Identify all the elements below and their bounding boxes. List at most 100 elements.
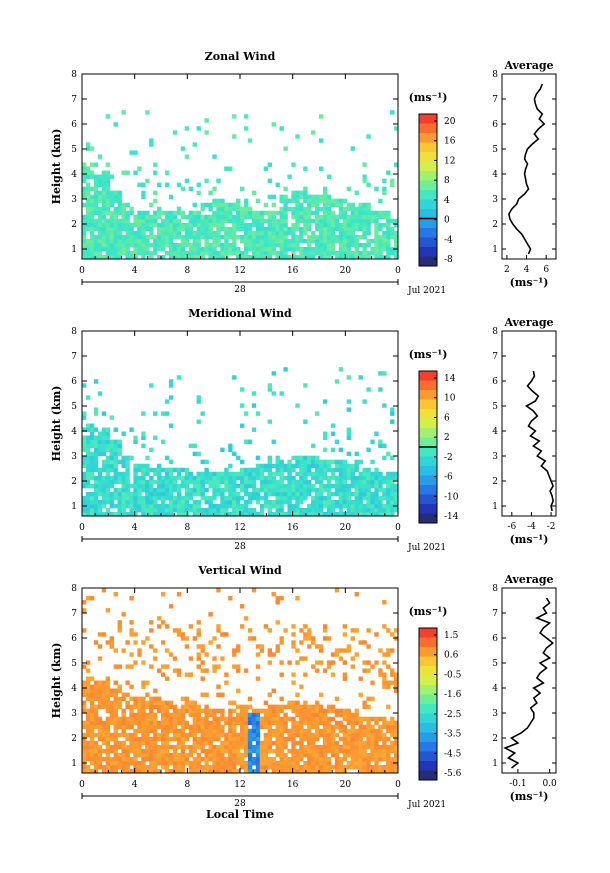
heatmap-cell	[101, 700, 107, 706]
heatmap-cell	[200, 459, 205, 465]
heatmap-cell	[200, 724, 205, 730]
heatmap-cell	[390, 182, 395, 188]
heatmap-cell	[362, 728, 367, 734]
heatmap-cell	[105, 760, 111, 766]
heatmap-cell	[149, 736, 154, 742]
colorbar: (ms⁻¹)1.50.6-0.5-1.6-2.5-3.5-4.5-5.6	[409, 605, 462, 781]
heatmap-cell	[85, 218, 91, 224]
heatmap-cell	[350, 250, 355, 256]
heatmap-cell	[394, 628, 399, 633]
heatmap-cell	[113, 222, 118, 228]
heatmap-cell	[315, 764, 320, 770]
heatmap-cell	[196, 712, 201, 718]
heatmap-cell	[113, 475, 118, 481]
heatmap-cell	[330, 230, 336, 236]
heatmap-cell	[176, 744, 182, 750]
heatmap-cell	[82, 768, 87, 774]
heatmap-cell	[101, 170, 107, 175]
heatmap-cell	[247, 768, 253, 774]
heatmap-cell	[101, 182, 107, 188]
heatmap-cell	[322, 202, 328, 208]
heatmap-cell	[251, 391, 257, 396]
colorbar-tick-label: -4.5	[444, 749, 462, 759]
heatmap-cell	[184, 126, 190, 131]
heatmap-cell	[85, 242, 91, 248]
heatmap-cell	[109, 447, 114, 453]
heatmap-cell	[299, 246, 304, 252]
heatmap-cell	[153, 503, 158, 509]
heatmap-cell	[129, 664, 134, 669]
heatmap-cell	[342, 234, 348, 240]
heatmap-cell	[184, 471, 190, 477]
heatmap-cell	[334, 463, 340, 469]
heatmap-cell	[208, 720, 213, 726]
heatmap-cell	[236, 756, 241, 762]
heatmap-cell	[141, 724, 146, 730]
heatmap-cell	[149, 242, 154, 248]
heatmap-cell	[157, 471, 162, 477]
heatmap-cell	[172, 467, 178, 473]
heatmap-cell	[164, 768, 170, 774]
heatmap-cell	[125, 495, 130, 501]
heatmap-cell	[200, 764, 205, 770]
heatmap-cell	[271, 218, 276, 224]
heatmap-cell	[354, 716, 359, 722]
heatmap-cell	[319, 660, 324, 665]
heatmap-cell	[236, 688, 241, 693]
heatmap-cell	[82, 222, 87, 228]
heatmap-cell	[117, 234, 122, 240]
heatmap-cell	[149, 664, 154, 669]
heatmap-cell	[334, 720, 340, 726]
heatmap-cell	[366, 387, 371, 392]
heatmap-cell	[322, 483, 328, 489]
profile-y-tick-label: 5	[492, 145, 498, 155]
heatmap-cell	[168, 507, 174, 513]
heatmap-cell	[326, 740, 332, 746]
heatmap-cell	[362, 704, 367, 710]
heatmap-cell	[287, 254, 292, 260]
heatmap-cell	[295, 708, 300, 714]
heatmap-cell	[168, 511, 174, 517]
heatmap-cell	[251, 483, 257, 489]
heatmap-cell	[334, 487, 340, 493]
heatmap-cell	[228, 716, 233, 722]
heatmap-cell	[89, 744, 95, 750]
heatmap-cell	[200, 728, 205, 734]
heatmap-cell	[390, 632, 395, 637]
heatmap-cell	[338, 648, 344, 653]
heatmap-cell	[82, 732, 87, 738]
date-suffix: Jul 2021	[407, 543, 446, 553]
heatmap-cell	[362, 475, 367, 481]
heatmap-cell	[121, 712, 126, 718]
heatmap-cell	[192, 748, 197, 754]
heatmap-cell	[176, 511, 182, 517]
heatmap-cell	[370, 732, 375, 738]
heatmap-cell	[82, 411, 87, 416]
heatmap-cell	[164, 648, 170, 653]
heatmap-cell	[322, 724, 328, 730]
heatmap-cell	[137, 503, 142, 509]
heatmap-cell	[97, 700, 103, 706]
heatmap-cell	[97, 507, 103, 513]
heatmap-cell	[121, 503, 126, 509]
heatmap-cell	[342, 491, 348, 497]
heatmap-cell	[307, 246, 312, 252]
heatmap-cell	[113, 720, 118, 726]
heatmap-cell	[350, 467, 355, 473]
heatmap-cell	[188, 768, 193, 774]
heatmap-cell	[220, 740, 225, 746]
heatmap-cell	[85, 174, 91, 179]
heatmap-cell	[394, 126, 399, 131]
heatmap-cell	[145, 491, 150, 497]
heatmap-cell	[208, 640, 213, 645]
heatmap-cell	[109, 479, 114, 485]
heatmap-cell	[204, 716, 209, 722]
heatmap-cell	[109, 712, 114, 718]
heatmap-cell	[283, 724, 288, 730]
x-tick-label: 12	[234, 266, 245, 276]
heatmap-cell	[350, 230, 355, 236]
heatmap-cell	[279, 214, 284, 220]
heatmap-cell	[247, 475, 253, 481]
heatmap-cell	[113, 226, 118, 232]
heatmap-cell	[82, 174, 87, 179]
